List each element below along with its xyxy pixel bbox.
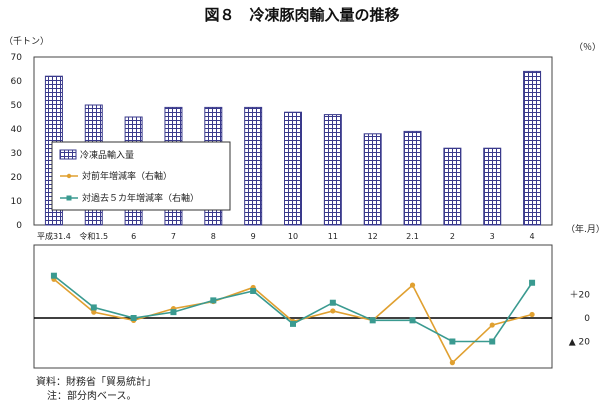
five-year-point <box>369 317 376 324</box>
footnote: 注：部分肉ベース。 <box>47 389 137 402</box>
left-tick-label: 70 <box>11 53 23 63</box>
right-tick-label: ▲ 20 <box>569 338 591 348</box>
five-year-line <box>53 275 533 343</box>
five-year-point <box>250 287 257 294</box>
bar <box>323 114 342 226</box>
right-axis-unit: （％） <box>574 42 601 53</box>
bar <box>284 111 302 226</box>
x-tick-label: 7 <box>171 232 176 241</box>
bar <box>483 147 502 226</box>
bar <box>244 106 263 226</box>
left-tick-label: 40 <box>11 125 23 135</box>
legend-bar-label: 冷凍品輸入量 <box>80 149 134 161</box>
source-note: 資料：財務省「貿易統計」 <box>36 375 156 388</box>
legend: 冷凍品輸入量 対前年増減率（右軸） 対過去５カ年増減率（右軸） <box>51 141 231 211</box>
legend-line2-marker <box>66 195 72 201</box>
bar <box>403 130 422 226</box>
x-tick-label: 6 <box>131 232 136 241</box>
yoy-point <box>449 360 455 366</box>
x-tick-label: 2.1 <box>406 232 419 241</box>
legend-line1-label: 対前年増減率（右軸） <box>82 170 172 182</box>
yoy-point <box>330 308 336 314</box>
left-tick-label: 50 <box>11 101 23 111</box>
five-year-point <box>409 317 416 324</box>
x-tick-label: 11 <box>328 232 338 241</box>
five-year-point <box>130 315 137 321</box>
left-axis-unit: （千トン） <box>4 36 49 47</box>
five-year-point <box>50 272 57 279</box>
five-year-point <box>529 279 536 286</box>
x-tick-label: 2 <box>450 232 455 241</box>
x-tick-label: 10 <box>288 232 298 241</box>
x-axis-unit: （年.月） <box>566 223 604 235</box>
legend-line1-marker <box>66 173 72 179</box>
left-tick-label: 0 <box>16 221 22 231</box>
bar <box>443 147 462 226</box>
yoy-point <box>91 309 97 315</box>
five-year-point <box>290 320 296 327</box>
legend-box <box>51 141 231 211</box>
chart-title: 図８ 冷凍豚肉輸入量の推移 <box>204 6 399 24</box>
left-tick-label: 20 <box>11 173 23 183</box>
right-tick-label: 0 <box>584 314 590 324</box>
right-tick-label: ＋20 <box>570 290 591 301</box>
yoy-point <box>489 322 495 328</box>
x-tick-label: 4 <box>530 232 535 241</box>
left-tick-label: 10 <box>11 197 23 207</box>
left-tick-label: 30 <box>11 149 23 159</box>
legend-line2-label: 対過去５カ年増減率（右軸） <box>82 192 199 204</box>
bar <box>523 70 542 226</box>
five-year-point <box>449 338 456 345</box>
legend-bar-swatch <box>59 149 77 160</box>
five-year-point <box>329 299 336 306</box>
x-tick-label: 平成31.4 <box>37 231 71 241</box>
x-tick-label: 3 <box>490 232 495 241</box>
five-year-point <box>90 304 97 311</box>
five-year-point <box>489 338 496 345</box>
x-tick-label: 9 <box>251 232 256 241</box>
x-tick-label: 令和1.5 <box>79 231 108 241</box>
bar <box>363 133 382 226</box>
line-plot-area <box>33 244 553 369</box>
five-year-point <box>210 297 217 304</box>
five-year-point <box>170 309 177 316</box>
yoy-point <box>409 282 416 288</box>
x-tick-label: 12 <box>368 232 378 241</box>
left-tick-label: 60 <box>11 77 23 87</box>
yoy-point <box>529 311 535 318</box>
x-tick-label: 8 <box>211 232 216 241</box>
